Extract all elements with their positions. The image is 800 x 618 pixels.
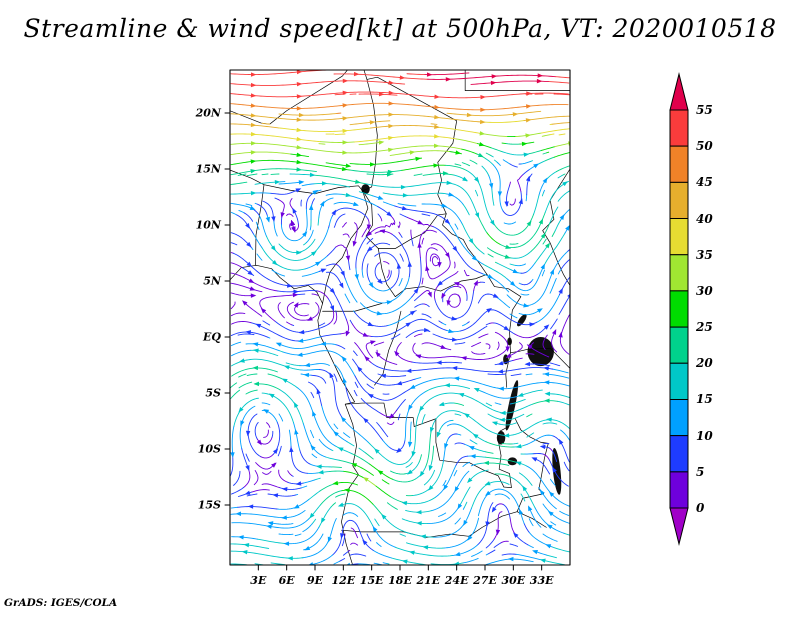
streamline-map-canvas [218, 60, 582, 579]
y-tick-label: EQ [203, 330, 221, 344]
x-tick-label: 6E [278, 574, 295, 587]
y-tick-label: 20N [195, 106, 221, 120]
y-tick-label: 5N [203, 274, 221, 288]
grads-credit: GrADS: IGES/COLA [4, 597, 118, 609]
x-tick-label: 3E [250, 574, 267, 587]
x-tick-label: 30E [501, 574, 526, 587]
y-tick-label: 10N [195, 218, 221, 232]
colorbar-label: 40 [696, 211, 713, 226]
x-tick-label: 24E [444, 574, 469, 587]
colorbar-label: 0 [696, 501, 705, 515]
y-tick-label: 5S [205, 386, 221, 400]
colorbar-label: 50 [696, 139, 713, 154]
colorbar-label: 25 [696, 320, 713, 335]
colorbar-label: 5 [696, 464, 705, 479]
x-tick-label: 12E [331, 574, 356, 587]
x-tick-label: 9E [306, 574, 324, 587]
x-tick-label: 27E [473, 574, 497, 587]
x-tick-label: 33E [529, 574, 554, 587]
x-tick-label: 15E [359, 574, 384, 587]
y-tick-label: 10S [197, 442, 221, 456]
chart-title: Streamline & wind speed[kt] at 500hPa, V… [23, 14, 777, 43]
colorbar-label: 20 [696, 356, 713, 371]
colorbar-label: 55 [696, 103, 713, 117]
y-tick-label: 15S [197, 498, 221, 512]
colorbar-label: 30 [696, 283, 713, 298]
x-tick-label: 21E [416, 574, 441, 587]
colorbar-label: 10 [696, 428, 713, 443]
colorbar-label: 35 [696, 247, 713, 262]
y-tick-label: 15N [195, 162, 221, 176]
colorbar [666, 68, 726, 550]
x-tick-label: 18E [388, 574, 412, 587]
colorbar-label: 15 [696, 392, 713, 407]
colorbar-label: 45 [696, 175, 713, 190]
